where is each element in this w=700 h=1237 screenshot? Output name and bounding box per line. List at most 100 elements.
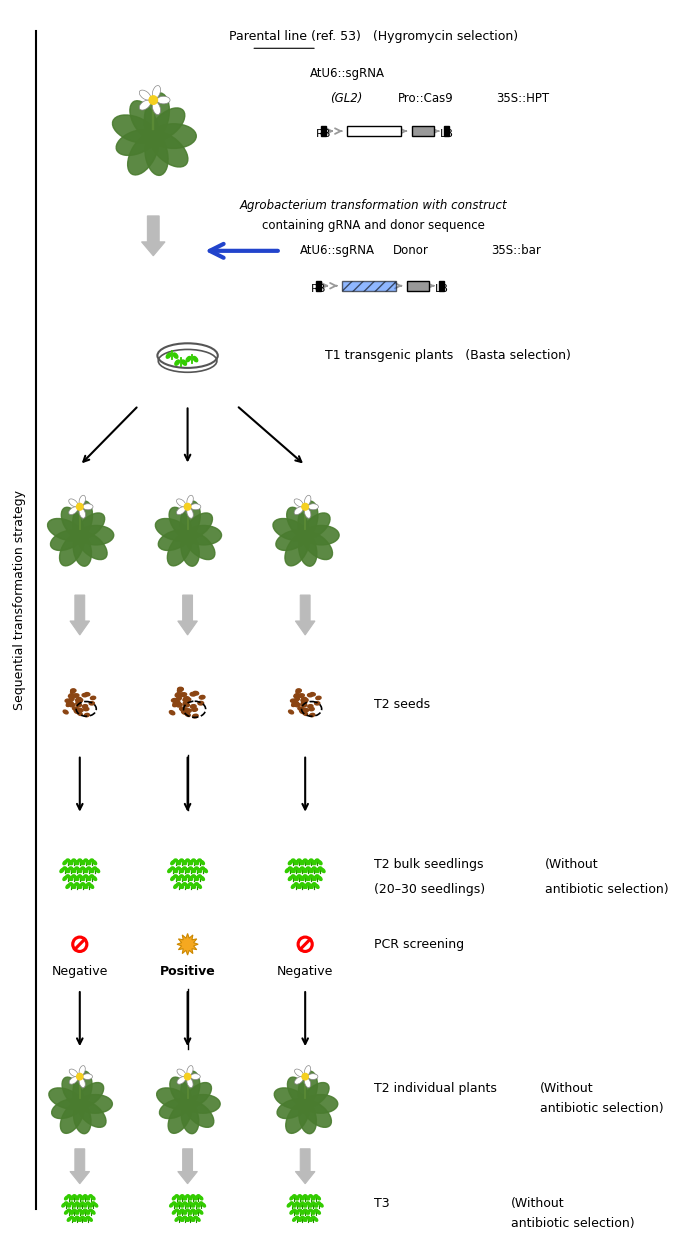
Ellipse shape xyxy=(186,513,213,538)
Circle shape xyxy=(302,503,309,510)
Ellipse shape xyxy=(78,884,82,888)
Ellipse shape xyxy=(291,875,295,877)
Ellipse shape xyxy=(183,876,187,881)
Ellipse shape xyxy=(172,1202,176,1204)
Ellipse shape xyxy=(78,1095,113,1113)
Ellipse shape xyxy=(71,689,76,693)
Ellipse shape xyxy=(195,867,198,870)
Text: Pro::Cas9: Pro::Cas9 xyxy=(398,92,454,105)
Ellipse shape xyxy=(171,867,174,870)
Ellipse shape xyxy=(306,1196,309,1200)
Ellipse shape xyxy=(188,1196,192,1200)
Ellipse shape xyxy=(295,1216,299,1218)
Ellipse shape xyxy=(191,1195,195,1197)
Ellipse shape xyxy=(186,356,191,361)
Ellipse shape xyxy=(192,708,197,711)
Ellipse shape xyxy=(150,132,188,167)
Ellipse shape xyxy=(150,108,185,140)
Ellipse shape xyxy=(190,693,196,696)
Ellipse shape xyxy=(316,1210,321,1213)
Ellipse shape xyxy=(62,1204,66,1207)
Ellipse shape xyxy=(183,701,188,706)
Ellipse shape xyxy=(187,1065,193,1075)
Ellipse shape xyxy=(80,1210,85,1213)
Ellipse shape xyxy=(304,1195,307,1197)
Ellipse shape xyxy=(183,1202,186,1204)
Ellipse shape xyxy=(50,531,81,550)
Ellipse shape xyxy=(78,1204,81,1207)
Ellipse shape xyxy=(86,1210,90,1213)
Circle shape xyxy=(184,503,191,510)
Ellipse shape xyxy=(64,1202,68,1204)
Ellipse shape xyxy=(306,1196,310,1200)
Ellipse shape xyxy=(301,703,306,706)
Ellipse shape xyxy=(75,876,79,881)
Ellipse shape xyxy=(276,531,307,550)
Ellipse shape xyxy=(185,1101,214,1127)
Ellipse shape xyxy=(291,858,295,861)
Ellipse shape xyxy=(83,1217,87,1221)
Bar xyxy=(342,281,396,291)
Ellipse shape xyxy=(81,1202,84,1204)
Ellipse shape xyxy=(304,508,311,518)
Ellipse shape xyxy=(307,694,313,696)
Ellipse shape xyxy=(78,1082,104,1107)
Ellipse shape xyxy=(294,861,298,865)
Ellipse shape xyxy=(291,884,295,888)
Ellipse shape xyxy=(186,1217,190,1221)
Ellipse shape xyxy=(78,1195,81,1197)
Text: 35S::HPT: 35S::HPT xyxy=(496,92,550,105)
Ellipse shape xyxy=(176,696,181,700)
Ellipse shape xyxy=(187,1077,193,1087)
Ellipse shape xyxy=(173,703,178,706)
Ellipse shape xyxy=(75,883,78,886)
Ellipse shape xyxy=(89,1204,92,1207)
Text: T3: T3 xyxy=(374,1197,389,1210)
Ellipse shape xyxy=(303,709,309,711)
Ellipse shape xyxy=(70,1202,74,1204)
Ellipse shape xyxy=(181,1195,184,1197)
Ellipse shape xyxy=(86,1202,90,1204)
Ellipse shape xyxy=(181,1217,184,1221)
Ellipse shape xyxy=(183,861,187,865)
Ellipse shape xyxy=(93,867,97,870)
Ellipse shape xyxy=(76,703,80,706)
Ellipse shape xyxy=(175,360,180,365)
Ellipse shape xyxy=(201,867,204,870)
Bar xyxy=(316,281,321,291)
Ellipse shape xyxy=(306,1210,309,1213)
Ellipse shape xyxy=(183,861,186,865)
Bar xyxy=(321,126,326,136)
Ellipse shape xyxy=(72,868,76,872)
Ellipse shape xyxy=(312,1210,315,1213)
Ellipse shape xyxy=(83,1195,87,1197)
Ellipse shape xyxy=(295,1202,299,1204)
Ellipse shape xyxy=(299,533,317,567)
Ellipse shape xyxy=(200,861,204,865)
Ellipse shape xyxy=(178,1202,181,1204)
Ellipse shape xyxy=(179,693,185,696)
Ellipse shape xyxy=(294,499,303,507)
Bar xyxy=(444,126,449,136)
Ellipse shape xyxy=(67,1204,71,1207)
Ellipse shape xyxy=(186,709,191,713)
Ellipse shape xyxy=(73,708,78,710)
Ellipse shape xyxy=(81,883,85,886)
Ellipse shape xyxy=(294,876,298,881)
Ellipse shape xyxy=(191,868,195,872)
Ellipse shape xyxy=(193,691,199,695)
Ellipse shape xyxy=(80,1196,84,1200)
Ellipse shape xyxy=(274,1087,307,1110)
Ellipse shape xyxy=(65,699,70,703)
Ellipse shape xyxy=(191,884,195,888)
Text: 35S::bar: 35S::bar xyxy=(491,245,541,257)
Ellipse shape xyxy=(87,861,91,865)
Ellipse shape xyxy=(308,1074,318,1080)
Text: Negative: Negative xyxy=(52,965,108,977)
Ellipse shape xyxy=(198,701,204,705)
Ellipse shape xyxy=(174,858,177,861)
Ellipse shape xyxy=(181,693,187,696)
Ellipse shape xyxy=(66,858,69,861)
Ellipse shape xyxy=(316,858,319,861)
Circle shape xyxy=(302,1074,309,1080)
